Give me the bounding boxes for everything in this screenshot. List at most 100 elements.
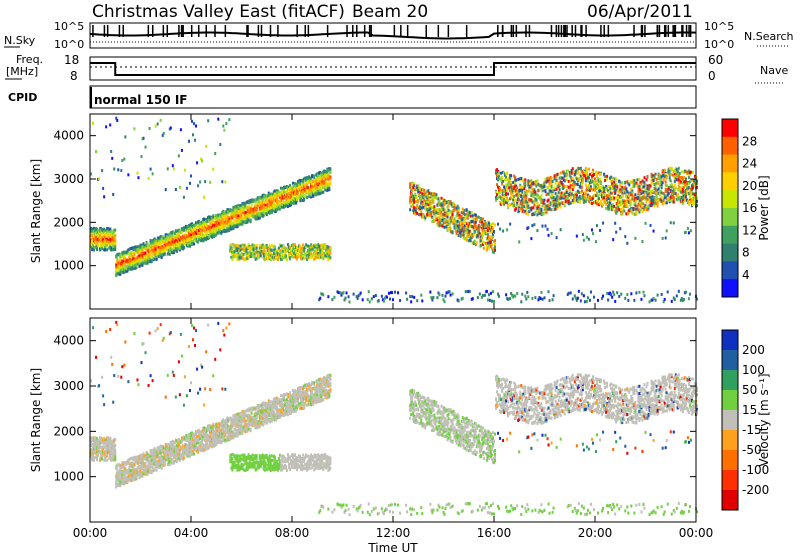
power-cell: [107, 227, 110, 231]
power-cell: [317, 190, 320, 194]
power-cell: [456, 219, 459, 223]
power-cell: [169, 237, 172, 241]
power-cell: [293, 201, 296, 205]
power-cell: [619, 194, 622, 198]
power-cell: [587, 167, 590, 171]
power-cell: [447, 290, 450, 294]
power-cell: [242, 210, 245, 214]
power-cell: [504, 195, 507, 199]
power-cell: [163, 247, 166, 251]
power-cell: [151, 240, 154, 244]
power-cell: [264, 201, 267, 205]
power-cell: [352, 292, 355, 296]
power-cell: [605, 187, 608, 191]
power-cell: [143, 244, 146, 248]
power-cell: [510, 190, 513, 194]
power-cell: [530, 206, 533, 210]
power-cell: [176, 229, 179, 233]
power-cell: [428, 201, 431, 205]
power-cell: [580, 185, 583, 189]
power-cell: [623, 209, 626, 213]
power-cell: [421, 215, 424, 219]
power-cell: [141, 253, 144, 257]
power-cell: [502, 190, 505, 194]
power-cell: [611, 179, 614, 183]
power-cell: [575, 234, 578, 238]
power-cell: [279, 248, 282, 252]
power-cell: [167, 233, 170, 237]
power-cell: [438, 293, 441, 297]
power-cell: [509, 189, 512, 193]
power-cell: [263, 244, 266, 248]
power-cell: [596, 172, 599, 176]
power-cell: [455, 225, 458, 229]
power-cell: [616, 209, 619, 213]
power-cell: [212, 220, 215, 224]
power-cell: [482, 231, 485, 235]
power-cell: [461, 233, 464, 237]
power-cell: [556, 206, 559, 210]
power-cell: [262, 256, 265, 260]
power-cell: [149, 245, 152, 249]
power-cell: [118, 268, 121, 272]
power-cell: [584, 167, 587, 171]
power-cell: [295, 183, 298, 187]
power-cell: [610, 206, 613, 210]
power-cell: [459, 222, 462, 226]
power-cell: [519, 193, 522, 197]
power-cell: [230, 243, 233, 247]
frequency-series: [90, 62, 696, 76]
power-cell: [525, 193, 528, 197]
power-cell: [428, 197, 431, 201]
power-cell: [617, 205, 620, 209]
date-label: 06/Apr/2011: [587, 2, 693, 22]
power-cell: [433, 192, 436, 196]
power-cell: [448, 201, 451, 205]
power-cell: [172, 245, 175, 249]
power-cell: [318, 187, 321, 191]
power-cell: [277, 255, 280, 259]
power-cell: [238, 206, 241, 210]
power-cell: [194, 138, 197, 142]
power-cell: [267, 251, 270, 255]
power-cell: [222, 218, 225, 222]
power-cell: [523, 205, 526, 209]
power-cell: [522, 194, 525, 198]
power-cell: [308, 175, 311, 179]
power-cell: [271, 255, 274, 259]
power-cell: [202, 220, 205, 224]
power-cell: [94, 245, 97, 249]
power-cell: [437, 201, 440, 205]
power-cell: [496, 174, 499, 178]
power-cell: [542, 212, 545, 216]
power-cell: [300, 191, 303, 195]
power-cell: [269, 248, 272, 252]
power-cell: [605, 199, 608, 203]
power-cell: [285, 197, 288, 201]
power-cell: [281, 255, 284, 259]
power-cell: [193, 226, 196, 230]
power-cell: [197, 220, 200, 224]
power-cell: [499, 190, 502, 194]
power-cell: [474, 226, 477, 230]
power-cell: [535, 181, 538, 185]
power-cell: [151, 248, 154, 252]
power-cell: [432, 194, 435, 198]
power-cell: [612, 184, 615, 188]
power-cell: [321, 255, 324, 259]
power-cell: [553, 186, 556, 190]
power-cell: [140, 245, 143, 249]
power-cell: [305, 185, 308, 189]
power-cell: [174, 187, 177, 191]
power-cell: [521, 188, 524, 192]
power-cell: [183, 235, 186, 239]
power-cell: [134, 248, 137, 252]
power-cell: [205, 223, 208, 227]
power-cell: [183, 238, 186, 242]
power-cell: [173, 240, 176, 244]
power-cell: [101, 231, 104, 235]
power-cell: [302, 198, 305, 202]
power-cell: [471, 216, 474, 220]
power-cell: [272, 257, 275, 261]
power-cell: [191, 119, 193, 123]
